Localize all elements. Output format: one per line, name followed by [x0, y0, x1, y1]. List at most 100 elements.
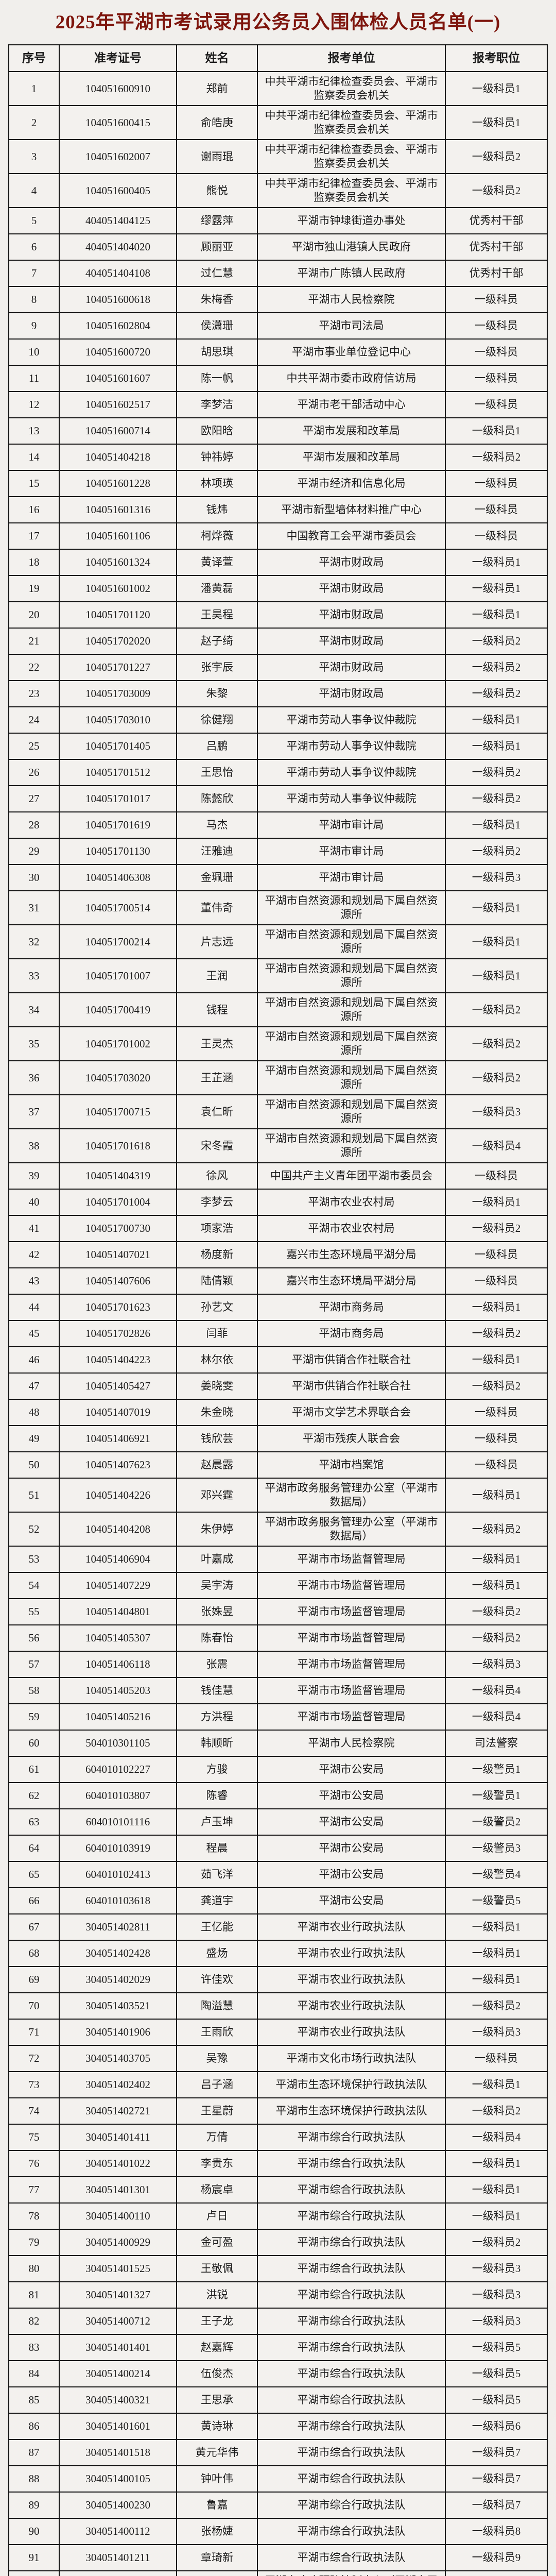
cell-exam-id: 104051601316: [59, 497, 177, 523]
page-title: 2025年平湖市考试录用公务员入围体检人员名单(一): [55, 12, 501, 33]
table-row: 41 104051700730 项家浩 平湖市农业农村局 一级科员2: [9, 1215, 547, 1242]
cell-exam-id: 104051406904: [59, 1546, 177, 1572]
cell-unit: 平湖市自然资源和规划局下属自然资源所: [257, 959, 445, 993]
cell-position: 一级科员1: [445, 2072, 547, 2098]
cell-name: 侯潇珊: [177, 313, 257, 339]
cell-unit: 平湖市发展和改革局: [257, 444, 445, 470]
cell-name: 王星蔚: [177, 2098, 257, 2124]
cell-exam-id: 304051401411: [59, 2124, 177, 2150]
cell-unit: 平湖市农业行政执法队: [257, 2019, 445, 2045]
cell-index: 23: [9, 681, 59, 707]
cell-position: 一级科员2: [445, 174, 547, 208]
table-row: 86 304051401601 黄诗琳 平湖市综合行政执法队 一级科员6: [9, 2413, 547, 2439]
cell-exam-id: 104051701623: [59, 1294, 177, 1320]
cell-exam-id: 104051701619: [59, 812, 177, 838]
cell-name: 吴豫: [177, 2045, 257, 2072]
cell-name: 钱程: [177, 993, 257, 1027]
cell-unit: 平湖市人民检察院: [257, 1730, 445, 1756]
cell-exam-id: 304051401518: [59, 2439, 177, 2466]
table-row: 46 104051404223 林尔依 平湖市供销合作社联合社 一级科员1: [9, 1347, 547, 1373]
cell-index: 12: [9, 392, 59, 418]
cell-name: 鲁嘉: [177, 2492, 257, 2518]
table-row: 47 104051405427 姜晓雯 平湖市供销合作社联合社 一级科员2: [9, 1373, 547, 1399]
cell-name: 宋冬霞: [177, 1129, 257, 1163]
cell-name: 过仁慧: [177, 260, 257, 286]
cell-unit: 平湖市财政局: [257, 654, 445, 681]
cell-index: 87: [9, 2439, 59, 2466]
cell-index: 25: [9, 733, 59, 759]
cell-index: 8: [9, 286, 59, 313]
cell-index: 15: [9, 470, 59, 497]
cell-name: 马杰: [177, 812, 257, 838]
table-row: 19 104051601002 潘黄磊 平湖市财政局 一级科员1: [9, 575, 547, 602]
header-exam-id: 准考证号: [59, 45, 177, 72]
cell-position: 一级科员: [445, 286, 547, 313]
cell-exam-id: 304051402029: [59, 1967, 177, 1993]
table-row: 45 104051702826 闫菲 平湖市商务局 一级科员2: [9, 1320, 547, 1347]
cell-exam-id: 104051702826: [59, 1320, 177, 1347]
cell-name: 陆倩颖: [177, 1268, 257, 1294]
cell-index: 79: [9, 2229, 59, 2256]
cell-position: 一级科员: [445, 1399, 547, 1426]
table-row: 44 104051701623 孙艺文 平湖市商务局 一级科员1: [9, 1294, 547, 1320]
cell-exam-id: 104051404208: [59, 1512, 177, 1546]
table-header-row: 序号 准考证号 姓名 报考单位 报考职位: [9, 45, 547, 72]
cell-unit: 平湖市财政局: [257, 602, 445, 628]
cell-name: 吕子涵: [177, 2072, 257, 2098]
cell-position: 一级科员3: [445, 2019, 547, 2045]
table-row: 63 604010101116 卢玉坤 平湖市公安局 一级警员2: [9, 1809, 547, 1835]
cell-name: 张姝昱: [177, 1599, 257, 1625]
cell-position: 一级科员1: [445, 1546, 547, 1572]
cell-position: 一级科员1: [445, 575, 547, 602]
table-row: 61 604010102227 方骏 平湖市公安局 一级警员1: [9, 1756, 547, 1783]
table-row: 92304051403429李良平湖市疾病预防控制中心（平湖市卫生监督所）一级科…: [9, 2571, 547, 2576]
table-row: 11 104051601607 陈一帆 中共平湖市委市政府信访局 一级科员: [9, 365, 547, 392]
cell-unit: 平湖市综合行政执法队: [257, 2439, 445, 2466]
table-row: 20 104051701120 王昊程 平湖市财政局 一级科员1: [9, 602, 547, 628]
cell-index: 49: [9, 1426, 59, 1452]
cell-index: 71: [9, 2019, 59, 2045]
cell-position: 一级科员2: [445, 444, 547, 470]
cell-index: 30: [9, 865, 59, 891]
cell-name: 张杨婕: [177, 2518, 257, 2545]
cell-unit: 平湖市文化市场行政执法队: [257, 2045, 445, 2072]
cell-index: 63: [9, 1809, 59, 1835]
cell-position: 一级科员2: [445, 1599, 547, 1625]
cell-index: 7: [9, 260, 59, 286]
cell-position: 一级科员1: [445, 733, 547, 759]
cell-name: 姜晓雯: [177, 1373, 257, 1399]
cell-exam-id: 104051602804: [59, 313, 177, 339]
cell-name: 金珮珊: [177, 865, 257, 891]
cell-unit: 平湖市政务服务管理办公室（平湖市数据局）: [257, 1512, 445, 1546]
table-row: 10 104051600720 胡思琪 平湖市事业单位登记中心 一级科员: [9, 339, 547, 365]
cell-name: 陈一帆: [177, 365, 257, 392]
cell-index: 85: [9, 2387, 59, 2413]
cell-exam-id: 304051402428: [59, 1940, 177, 1967]
cell-exam-id: 104051404801: [59, 1599, 177, 1625]
cell-exam-id: 304051401211: [59, 2545, 177, 2571]
cell-position: 一级科员1: [445, 1572, 547, 1599]
cell-name: 万倩: [177, 2124, 257, 2150]
cell-name: 汪雅迪: [177, 838, 257, 865]
cell-index: 80: [9, 2256, 59, 2282]
table-row: 83 304051401401 赵嘉辉 平湖市综合行政执法队 一级科员5: [9, 2334, 547, 2361]
table-row: 64 604010103919 程晨 平湖市公安局 一级警员3: [9, 1835, 547, 1861]
cell-unit: 平湖市市场监督管理局: [257, 1572, 445, 1599]
table-row: 26 104051701512 王思怡 平湖市劳动人事争议仲裁院 一级科员2: [9, 759, 547, 786]
cell-index: 40: [9, 1189, 59, 1215]
cell-name: 王敬佩: [177, 2256, 257, 2282]
cell-name: 闫菲: [177, 1320, 257, 1347]
cell-position: 一级科员7: [445, 2466, 547, 2492]
table-row: 67 304051402811 王亿能 平湖市农业行政执法队 一级科员1: [9, 1914, 547, 1940]
cell-exam-id: 104051600618: [59, 286, 177, 313]
cell-position: 一级科员1: [445, 925, 547, 959]
cell-unit: 平湖市钟埭街道办事处: [257, 208, 445, 234]
cell-index: 37: [9, 1095, 59, 1129]
cell-index: 81: [9, 2282, 59, 2308]
cell-exam-id: 304051400712: [59, 2308, 177, 2334]
cell-name: 王雨欣: [177, 2019, 257, 2045]
table-row: 75 304051401411 万倩 平湖市综合行政执法队 一级科员4: [9, 2124, 547, 2150]
cell-exam-id: 104051700715: [59, 1095, 177, 1129]
table-row: 27 104051701017 陈懿欣 平湖市劳动人事争议仲裁院 一级科员2: [9, 786, 547, 812]
table-row: 32 104051700214 片志远 平湖市自然资源和规划局下属自然资源所 一级科员1: [9, 925, 547, 959]
